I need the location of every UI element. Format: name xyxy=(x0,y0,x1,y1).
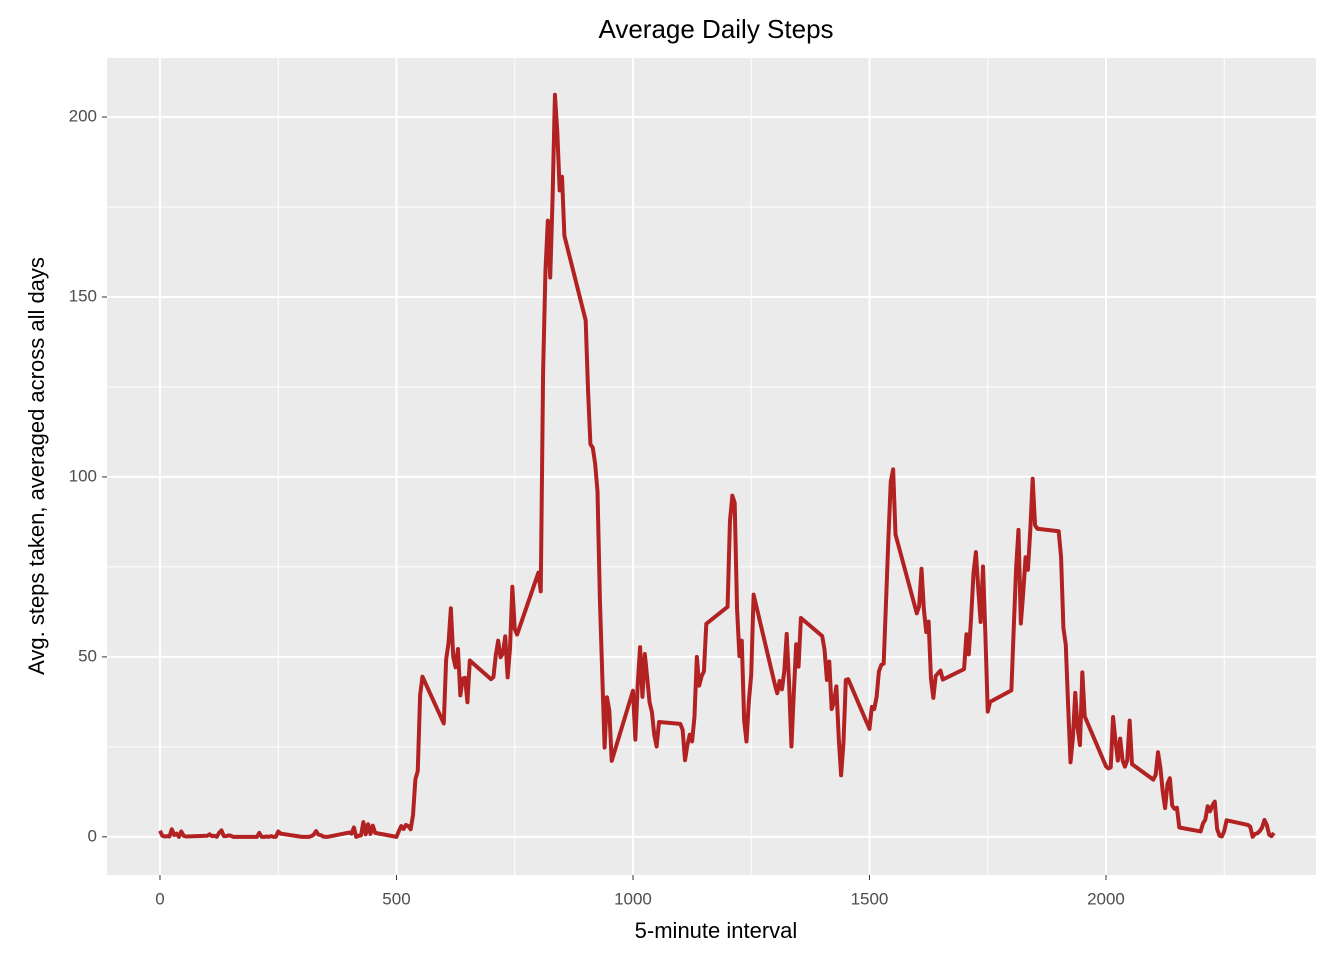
x-tick-label: 500 xyxy=(382,889,410,908)
x-tick-label: 1500 xyxy=(851,889,889,908)
y-tick-label: 50 xyxy=(78,646,97,665)
y-axis-title: Avg. steps taken, averaged across all da… xyxy=(24,257,49,675)
y-tick-label: 100 xyxy=(69,466,97,485)
x-tick-label: 0 xyxy=(155,889,164,908)
y-tick-label: 200 xyxy=(69,107,97,126)
x-tick-label: 2000 xyxy=(1087,889,1125,908)
y-tick-label: 150 xyxy=(69,286,97,305)
y-tick-label: 0 xyxy=(88,826,97,845)
x-tick-label: 1000 xyxy=(614,889,652,908)
panel xyxy=(107,58,1316,875)
chart-title: Average Daily Steps xyxy=(598,14,833,44)
x-axis-title: 5-minute interval xyxy=(635,918,798,943)
data-line xyxy=(158,92,1276,839)
